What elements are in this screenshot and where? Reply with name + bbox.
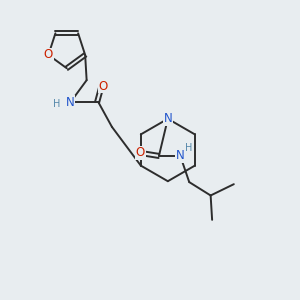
Text: O: O — [44, 48, 53, 62]
Text: N: N — [66, 96, 75, 109]
Text: H: H — [53, 99, 61, 109]
Text: O: O — [136, 146, 145, 160]
Text: O: O — [98, 80, 108, 93]
Text: N: N — [164, 112, 172, 125]
Text: H: H — [185, 142, 192, 153]
Text: N: N — [176, 149, 185, 162]
